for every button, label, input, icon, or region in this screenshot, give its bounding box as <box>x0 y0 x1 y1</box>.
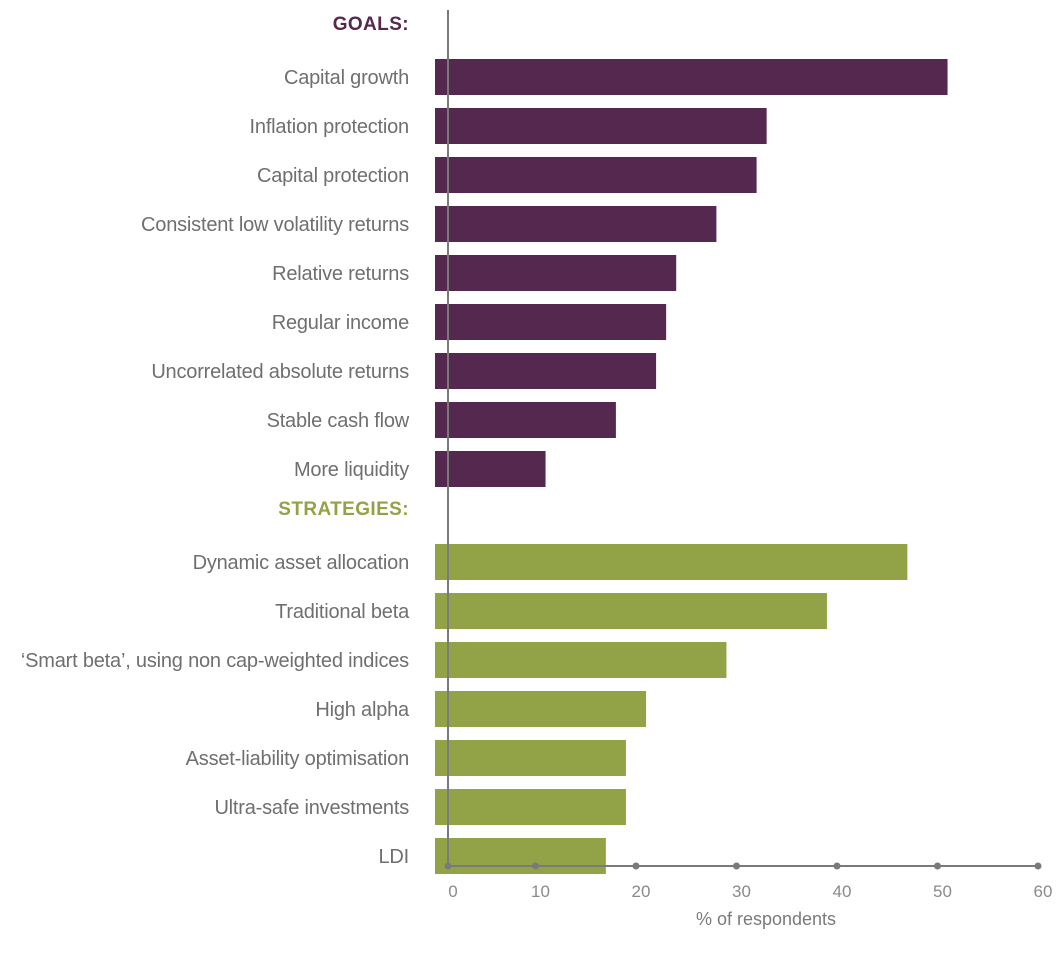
category-label: Regular income <box>272 312 409 334</box>
category-label: Traditional beta <box>275 601 410 623</box>
x-tick-label: 40 <box>833 882 852 901</box>
category-label: Asset-liability optimisation <box>186 748 409 770</box>
category-label: ‘Smart beta’, using non cap-weighted ind… <box>21 650 409 672</box>
x-axis-title: % of respondents <box>696 909 836 929</box>
category-label: Capital protection <box>257 165 409 187</box>
x-tick-label: 0 <box>448 882 457 901</box>
bar <box>435 108 767 144</box>
bar <box>435 206 717 242</box>
category-label: More liquidity <box>294 459 409 481</box>
category-label: Relative returns <box>272 263 409 285</box>
bar <box>435 157 757 193</box>
x-tick-mark <box>1034 862 1042 870</box>
x-tick-mark <box>733 862 740 870</box>
x-tick-mark <box>632 862 640 870</box>
category-label: Uncorrelated absolute returns <box>151 361 409 383</box>
bar <box>435 544 908 580</box>
category-label: High alpha <box>315 699 410 721</box>
x-tick-label: 10 <box>531 882 550 901</box>
bar <box>435 304 667 340</box>
bar <box>435 789 626 825</box>
category-label: Inflation protection <box>250 116 409 138</box>
bar <box>435 353 657 389</box>
x-tick-label: 30 <box>732 882 751 901</box>
bar <box>435 451 546 487</box>
bar <box>435 740 626 776</box>
labels-layer: GOALS: Capital growth Inflation protection… <box>21 14 410 868</box>
category-label: Dynamic asset allocation <box>193 552 409 574</box>
category-label: Consistent low volatility returns <box>141 214 409 236</box>
category-label: Stable cash flow <box>267 410 410 432</box>
bar <box>435 838 606 874</box>
category-label: LDI <box>378 846 409 868</box>
bar <box>435 402 616 438</box>
axis-layer: 0 10 20 30 40 50 60 % of respondents <box>444 10 1053 929</box>
bars-layer <box>435 59 948 874</box>
x-tick-mark <box>444 862 452 870</box>
x-tick-mark <box>532 862 539 870</box>
bar <box>435 59 948 95</box>
x-tick-label: 50 <box>933 882 952 901</box>
x-tick-mark <box>833 862 841 870</box>
bar <box>435 255 677 291</box>
category-label: Capital growth <box>284 67 409 89</box>
section-label: STRATEGIES: <box>278 499 409 520</box>
category-label: Ultra-safe investments <box>214 797 409 819</box>
x-tick-label: 60 <box>1034 882 1053 901</box>
x-tick-label: 20 <box>632 882 651 901</box>
bar <box>435 642 727 678</box>
bar <box>435 691 647 727</box>
x-tick-mark <box>934 862 941 870</box>
bar <box>435 593 827 629</box>
section-label: GOALS: <box>333 14 409 35</box>
